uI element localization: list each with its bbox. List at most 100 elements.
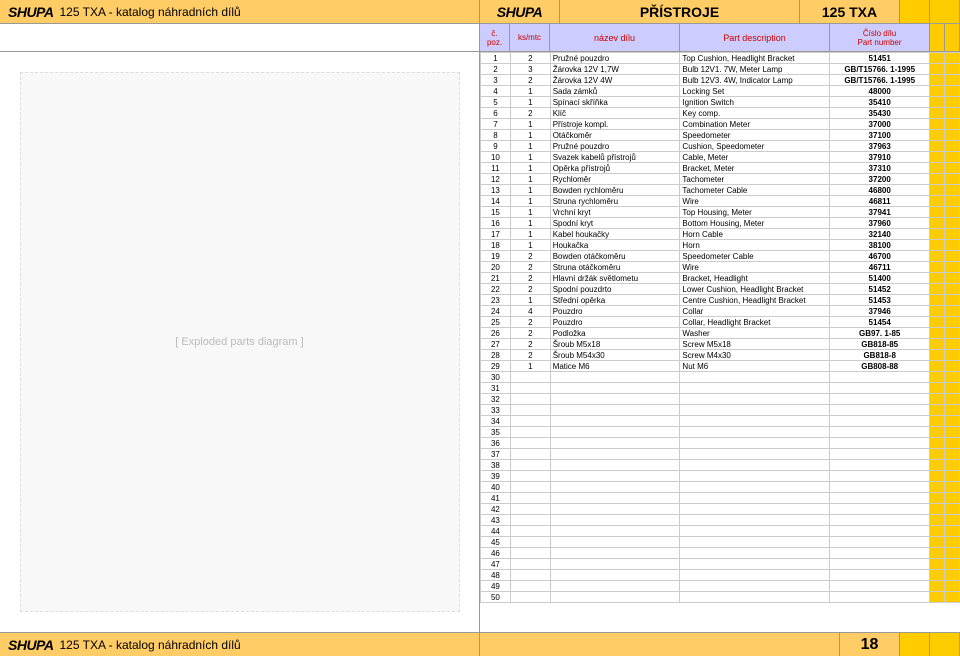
cell-accent xyxy=(930,361,945,372)
brand-small: SHUPA xyxy=(497,4,542,20)
bottom-catalog: 125 TXA - katalog náhradních dílů xyxy=(59,638,240,652)
cell-accent xyxy=(930,108,945,119)
cell-accent xyxy=(930,438,945,449)
cell-accent xyxy=(930,405,945,416)
cell-accent xyxy=(945,592,960,603)
table-row: 33 xyxy=(481,405,960,416)
cell-accent xyxy=(930,526,945,537)
cell-poz: 8 xyxy=(481,130,511,141)
cell-ks xyxy=(510,548,550,559)
cell-poz: 7 xyxy=(481,119,511,130)
cell-accent xyxy=(945,339,960,350)
cell-poz: 23 xyxy=(481,295,511,306)
cell-num: 51452 xyxy=(830,284,930,295)
table-row: 272Šroub M5x18Screw M5x18GB818-85 xyxy=(481,339,960,350)
bottom-suffix: - katalog náhradních dílů xyxy=(109,638,241,652)
cell-poz: 38 xyxy=(481,460,511,471)
cell-desc: Collar, Headlight Bracket xyxy=(680,317,830,328)
cell-desc xyxy=(680,581,830,592)
cell-nazev xyxy=(550,504,680,515)
cell-nazev xyxy=(550,526,680,537)
cell-ks xyxy=(510,482,550,493)
table-row: 171Kabel houkačkyHorn Cable32140 xyxy=(481,229,960,240)
header-nazev: název dílu xyxy=(550,24,680,51)
cell-nazev: Struna rychloměru xyxy=(550,196,680,207)
cell-poz: 44 xyxy=(481,526,511,537)
cell-num: 32140 xyxy=(830,229,930,240)
cell-accent xyxy=(945,218,960,229)
cell-accent xyxy=(945,119,960,130)
cell-num: 37941 xyxy=(830,207,930,218)
cell-accent xyxy=(930,251,945,262)
top-end-accent xyxy=(900,0,960,23)
table-row: 38 xyxy=(481,460,960,471)
cell-accent xyxy=(930,317,945,328)
cell-accent xyxy=(945,196,960,207)
cell-accent xyxy=(930,592,945,603)
cell-accent xyxy=(945,163,960,174)
cell-nazev xyxy=(550,383,680,394)
table-row: 36 xyxy=(481,438,960,449)
cell-accent xyxy=(945,328,960,339)
cell-ks xyxy=(510,405,550,416)
cell-accent xyxy=(930,218,945,229)
cell-accent xyxy=(930,64,945,75)
cell-accent xyxy=(930,306,945,317)
cell-desc: Washer xyxy=(680,328,830,339)
cell-nazev: Pružné pouzdro xyxy=(550,53,680,64)
cell-num: 48000 xyxy=(830,86,930,97)
cell-ks: 1 xyxy=(510,97,550,108)
cell-nazev: Vrchní kryt xyxy=(550,207,680,218)
table-row: 262PodložkaWasherGB97. 1-85 xyxy=(481,328,960,339)
cell-num: 37960 xyxy=(830,218,930,229)
cell-accent xyxy=(930,240,945,251)
cell-accent xyxy=(945,152,960,163)
cell-ks xyxy=(510,416,550,427)
cell-accent xyxy=(930,262,945,273)
cell-desc xyxy=(680,416,830,427)
cell-accent xyxy=(945,141,960,152)
cell-nazev: Opěrka přístrojů xyxy=(550,163,680,174)
cell-poz: 1 xyxy=(481,53,511,64)
cell-ks: 1 xyxy=(510,119,550,130)
cell-nazev: Rychloměr xyxy=(550,174,680,185)
table-row: 91Pružné pouzdroCushion, Speedometer3796… xyxy=(481,141,960,152)
cell-desc: Locking Set xyxy=(680,86,830,97)
cell-accent xyxy=(945,361,960,372)
cell-poz: 32 xyxy=(481,394,511,405)
cell-nazev xyxy=(550,372,680,383)
cell-accent xyxy=(945,460,960,471)
cell-desc: Bulb 12V1. 7W, Meter Lamp xyxy=(680,64,830,75)
cell-ks xyxy=(510,460,550,471)
cell-poz: 29 xyxy=(481,361,511,372)
cell-poz: 6 xyxy=(481,108,511,119)
cell-num: 35410 xyxy=(830,97,930,108)
cell-ks: 1 xyxy=(510,361,550,372)
cell-num: GB818-85 xyxy=(830,339,930,350)
table-row: 41 xyxy=(481,493,960,504)
cell-desc: Wire xyxy=(680,196,830,207)
cell-accent xyxy=(945,130,960,141)
table-row: 44 xyxy=(481,526,960,537)
bottom-mid xyxy=(480,633,840,656)
cell-desc xyxy=(680,427,830,438)
cell-num xyxy=(830,394,930,405)
cell-accent xyxy=(930,97,945,108)
cell-accent xyxy=(930,284,945,295)
cell-nazev: Bowden otáčkoměru xyxy=(550,251,680,262)
cell-ks: 3 xyxy=(510,64,550,75)
cell-ks xyxy=(510,394,550,405)
cell-num xyxy=(830,548,930,559)
cell-nazev xyxy=(550,449,680,460)
cell-accent xyxy=(945,306,960,317)
table-row: 39 xyxy=(481,471,960,482)
table-row: 31 xyxy=(481,383,960,394)
table-row: 192Bowden otáčkoměruSpeedometer Cable467… xyxy=(481,251,960,262)
cell-num xyxy=(830,592,930,603)
cell-accent xyxy=(945,53,960,64)
cell-ks: 4 xyxy=(510,306,550,317)
cell-ks: 2 xyxy=(510,53,550,64)
cell-accent xyxy=(930,350,945,361)
cell-poz: 43 xyxy=(481,515,511,526)
cell-desc: Cable, Meter xyxy=(680,152,830,163)
